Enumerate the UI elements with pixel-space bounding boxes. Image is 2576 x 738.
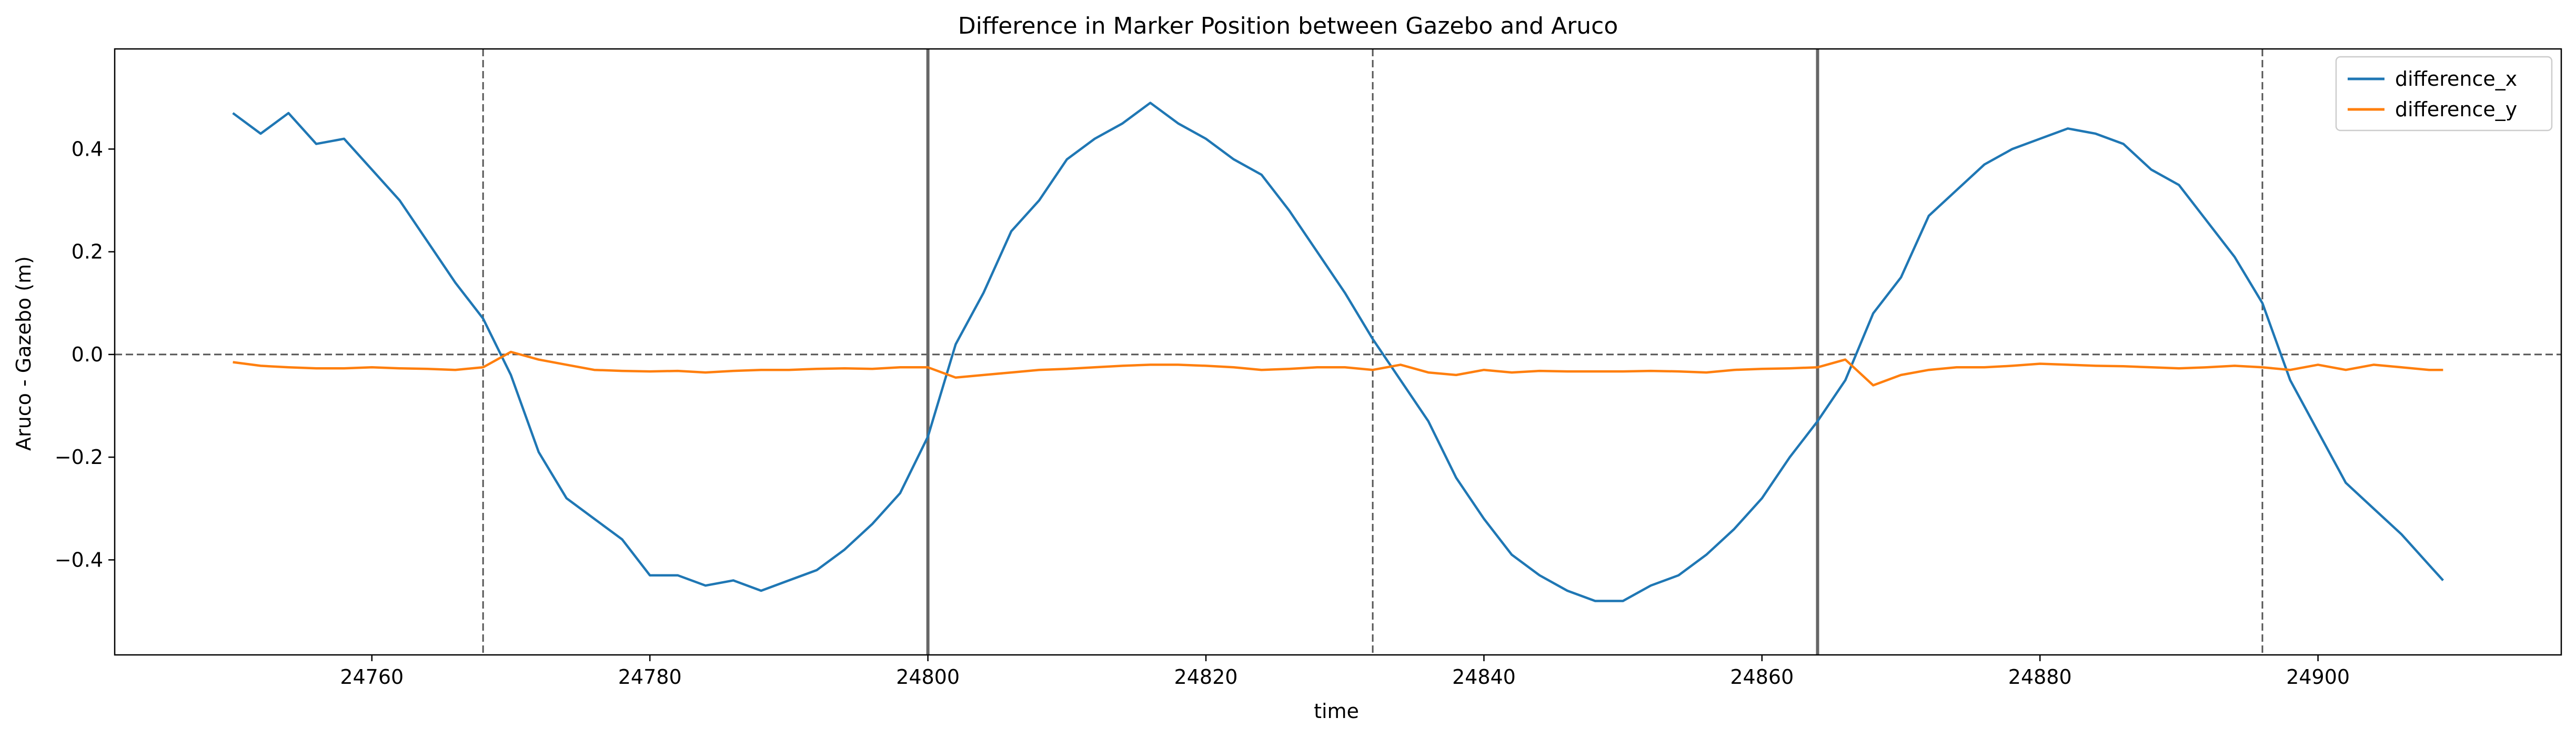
y-tick-label: −0.2 — [55, 446, 103, 469]
reference-lines — [115, 49, 2561, 655]
x-tick-label: 24860 — [1730, 665, 1794, 689]
legend-box — [2335, 56, 2553, 132]
y-tick-label: 0.4 — [72, 137, 103, 160]
series-line-difference_x — [232, 102, 2444, 602]
y-tick-label: 0.2 — [72, 240, 103, 264]
x-tick-label: 24800 — [896, 665, 960, 689]
x-tick-label: 24880 — [2008, 665, 2072, 689]
x-tick-label: 24780 — [618, 665, 682, 689]
y-tick-label: −0.4 — [55, 548, 103, 571]
legend-label-difference_x: difference_x — [2395, 67, 2517, 90]
series-layer — [232, 102, 2444, 602]
series-line-difference_y — [233, 350, 2443, 387]
chart-title: Difference in Marker Position between Ga… — [958, 13, 1618, 39]
y-axis: −0.4 −0.2 0.0 0.2 0.4 — [55, 137, 115, 571]
legend: difference_x difference_y — [2335, 56, 2553, 132]
plot-frame — [114, 48, 2562, 656]
legend-label-difference_y: difference_y — [2395, 98, 2517, 121]
y-axis-label: Aruco - Gazebo (m) — [12, 256, 35, 451]
x-axis: 24760 24780 24800 24820 24840 24860 24880 24900 — [340, 655, 2350, 689]
y-tick-label: 0.0 — [72, 343, 103, 366]
x-tick-label: 24760 — [340, 665, 404, 689]
x-axis-label: time — [1314, 700, 1359, 723]
x-tick-label: 24820 — [1174, 665, 1238, 689]
x-tick-label: 24840 — [1452, 665, 1516, 689]
x-tick-label: 24900 — [2286, 665, 2350, 689]
